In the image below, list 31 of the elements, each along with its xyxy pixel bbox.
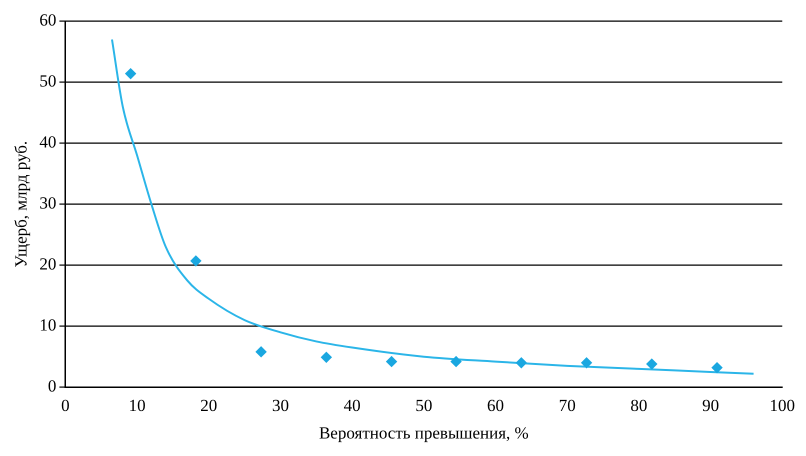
x-tick-label: 70 — [558, 396, 576, 415]
point — [712, 362, 723, 374]
point — [450, 356, 462, 368]
y-tick-label: 0 — [48, 376, 56, 396]
y-tick-label: 20 — [39, 254, 56, 274]
x-tick-label: 80 — [630, 396, 648, 415]
y-tick-label: 10 — [39, 316, 56, 335]
x-tick-label: 50 — [415, 396, 432, 415]
x-tick-label: 100 — [770, 396, 795, 415]
y-tick-label: 50 — [39, 72, 56, 91]
line-series — [110, 38, 755, 375]
x-tick-label: 10 — [128, 396, 146, 415]
point — [320, 352, 332, 363]
point — [386, 356, 398, 368]
point — [125, 68, 136, 80]
point — [516, 357, 527, 368]
x-tick-label: 0 — [61, 396, 70, 415]
x-tick-label: 20 — [200, 396, 218, 415]
point — [581, 357, 592, 368]
point — [190, 255, 202, 266]
x-tick-label: 90 — [702, 396, 720, 415]
x-tick-label: 30 — [272, 396, 289, 415]
x-axis-title: Вероятность превышения, % — [318, 423, 529, 442]
y-axis-title: Ущерб, млрд руб. — [12, 140, 31, 268]
y-tick-label: 30 — [39, 194, 56, 213]
point — [646, 358, 658, 370]
x-tick-label: 60 — [487, 396, 504, 415]
y-tick-label: 40 — [39, 132, 56, 152]
x-tick-label: 40 — [344, 396, 361, 415]
point — [256, 346, 267, 358]
y-tick-label: 60 — [39, 10, 56, 30]
